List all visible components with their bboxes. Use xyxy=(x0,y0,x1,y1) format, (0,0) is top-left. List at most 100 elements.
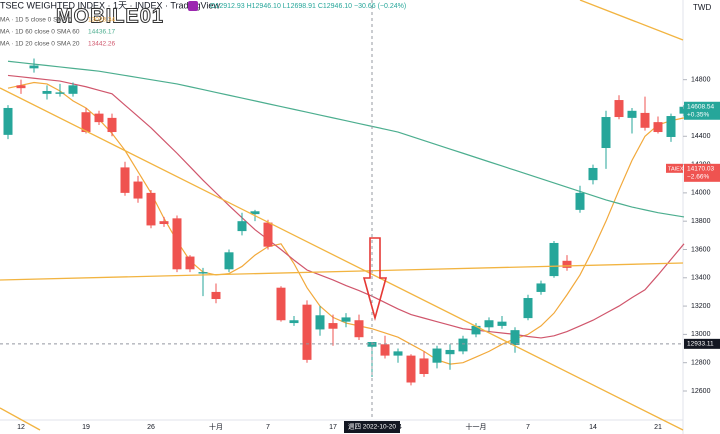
crosshair-date-box xyxy=(344,421,400,433)
trend-line xyxy=(0,87,684,431)
plot xyxy=(3,58,689,386)
candle-body xyxy=(172,218,182,270)
legend-value: 13028.34 xyxy=(88,17,115,24)
candle-body xyxy=(653,122,663,133)
candle-body xyxy=(419,358,429,375)
legend-label: MA · 1D 20 close 0 SMA 20 xyxy=(0,41,80,48)
chart-title: TSEC WEIGHTED INDEX · 1天 · INDEX · Tradi… xyxy=(0,0,220,10)
candle-body xyxy=(276,287,286,321)
candle-body xyxy=(289,320,299,324)
trend-line xyxy=(0,407,41,431)
y-tick-label: 12800 xyxy=(691,360,711,367)
x-tick-label: 14 xyxy=(589,424,597,431)
candle-body xyxy=(185,256,195,270)
crosshair-price: 12933.11 xyxy=(687,341,714,348)
moving-average xyxy=(7,74,685,339)
candle-body xyxy=(3,107,13,135)
y-tick-label: 13600 xyxy=(691,246,711,253)
candle-body xyxy=(393,351,403,356)
candle-body xyxy=(250,211,260,215)
candle-body xyxy=(146,192,156,226)
candle-body xyxy=(627,110,637,118)
crosshair-date: 週四 2022-10-20 xyxy=(348,422,396,431)
candle-body xyxy=(237,221,247,232)
x-tick-label: 7 xyxy=(266,424,270,431)
candle-body xyxy=(575,192,585,210)
x-tick-label: 17 xyxy=(329,424,337,431)
legend-value: 14436.17 xyxy=(88,29,115,36)
candle-body xyxy=(666,116,676,137)
candle-body xyxy=(588,167,598,181)
candle-body xyxy=(471,325,481,335)
x-tick-label: 21 xyxy=(654,424,662,431)
x-tick-label: 7 xyxy=(526,424,530,431)
legend-label: MA · 1D 60 close 0 SMA 60 xyxy=(0,29,80,36)
y-tick-label: 14400 xyxy=(691,133,711,140)
y-tick-label: 13800 xyxy=(691,218,711,225)
candle-body xyxy=(29,65,39,69)
moving-average xyxy=(7,60,685,218)
candle-body xyxy=(224,252,234,270)
candle-body xyxy=(328,323,338,329)
price-tag-label: 14170.03 xyxy=(687,166,714,173)
y-tick-label: 13200 xyxy=(691,303,711,310)
candle-body xyxy=(458,338,468,352)
currency: TWD xyxy=(693,3,711,12)
candle-body xyxy=(640,112,650,128)
candle-body xyxy=(315,315,325,330)
candle-body xyxy=(445,349,455,355)
candle-body xyxy=(432,348,442,363)
x-tick-label: 十月 xyxy=(209,422,223,431)
candle-body xyxy=(549,242,559,277)
candle-body xyxy=(536,283,546,292)
price-tag-change: +0.35% xyxy=(687,111,709,118)
candle-body xyxy=(120,167,130,193)
candle-body xyxy=(94,113,104,123)
price-tag xyxy=(684,163,720,182)
watermark: MOBILE01 xyxy=(56,5,164,27)
candle-body xyxy=(81,112,91,133)
candle-body xyxy=(354,320,364,338)
price-tag-change: −2.66% xyxy=(687,174,709,181)
x-tick-label: 12 xyxy=(17,424,25,431)
y-tick-label: 13000 xyxy=(691,331,711,338)
candle-body xyxy=(601,117,611,149)
candle-body xyxy=(107,117,117,133)
trend-line xyxy=(579,0,684,41)
legend-label: MA · 1D 5 close 0 SMA 5 xyxy=(0,17,73,24)
candle-body xyxy=(198,272,208,274)
candle-body xyxy=(614,100,624,118)
legend-value: 13442.26 xyxy=(88,41,115,48)
ohlc-readout: O12912.93 H12946.10 L12698.91 C12946.10 … xyxy=(210,3,406,10)
candle-body xyxy=(406,355,416,383)
x-tick-label: 十一月 xyxy=(466,422,487,431)
candle-body xyxy=(133,181,143,199)
x-tick-label: 19 xyxy=(82,424,90,431)
y-tick-label: 12600 xyxy=(691,388,711,395)
candle-body xyxy=(380,344,390,356)
candle-body xyxy=(263,222,273,247)
candle-body xyxy=(42,90,52,94)
y-tick-label: 14800 xyxy=(691,77,711,84)
arrow xyxy=(362,237,388,322)
tag-name-box xyxy=(666,163,683,173)
candle-body xyxy=(55,92,65,94)
candle-body xyxy=(510,330,520,345)
candle-body xyxy=(562,260,572,268)
price-tag-label: 14608.54 xyxy=(687,103,714,110)
candle-body xyxy=(68,85,78,94)
candle-body xyxy=(16,85,26,89)
price-tag xyxy=(684,101,720,120)
candle-body xyxy=(497,321,507,326)
y-tick-label: 14000 xyxy=(691,190,711,197)
trend-line xyxy=(0,262,684,281)
candle-body xyxy=(341,317,351,322)
candle-body xyxy=(523,298,533,319)
badge xyxy=(188,1,198,11)
y-tick-label: 13400 xyxy=(691,275,711,282)
candle-body xyxy=(211,291,221,300)
x-tick-label: 26 xyxy=(147,424,155,431)
tag-name: TAIEX xyxy=(668,166,684,172)
